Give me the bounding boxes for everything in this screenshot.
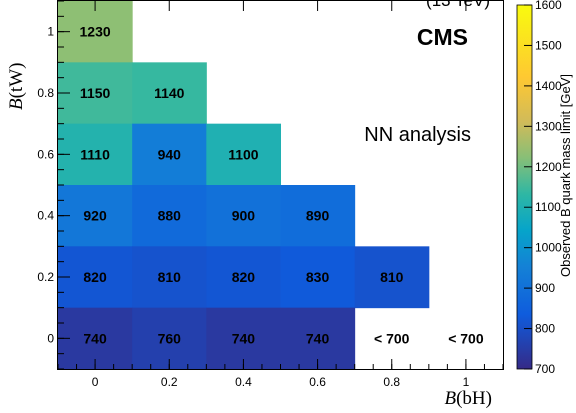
heatmap-cell	[132, 62, 207, 125]
cell-value-label: 890	[306, 208, 330, 224]
cell-value-label: 740	[232, 330, 256, 346]
x-tick-label: 0	[92, 375, 99, 389]
y-tick-label: 0.6	[37, 147, 54, 161]
colorbar-tick-label: 1600	[535, 0, 562, 12]
heatmap-cell	[58, 246, 133, 309]
colorbar-tick-label: 1100	[535, 200, 561, 214]
y-axis-title: B(tW)	[6, 63, 27, 110]
cell-value-label: 760	[158, 330, 182, 346]
heatmap-cell	[132, 246, 207, 309]
y-tick-label: 1	[47, 25, 54, 39]
cell-value-label: 810	[380, 269, 404, 285]
x-tick-label: 0.4	[235, 375, 252, 389]
y-tick-label: 0.8	[37, 86, 54, 100]
x-tick-label: 0.6	[309, 375, 326, 389]
cell-value-label: 940	[158, 146, 182, 162]
heatmap-cell	[132, 123, 207, 186]
colorbar-title: Observed B quark mass limit [GeV]	[558, 74, 573, 277]
colorbar-tick-label: 1300	[535, 119, 562, 133]
heatmap-cell	[206, 246, 281, 309]
analysis-label: NN analysis	[364, 124, 471, 146]
x-tick-label: 0.2	[161, 375, 178, 389]
cell-value-label: 1150	[80, 85, 111, 101]
y-tick-label: 0.2	[37, 270, 54, 284]
heatmap-cell	[354, 246, 430, 309]
heatmap-cell	[132, 185, 207, 247]
colorbar-tick-label: 1000	[535, 241, 562, 255]
colorbar-tick-label: 900	[535, 281, 555, 295]
cell-value-label: 1100	[228, 146, 259, 162]
cell-value-label: 820	[232, 269, 256, 285]
cell-value-label: 1230	[80, 24, 111, 40]
cell-value-label: < 700	[374, 330, 410, 346]
cell-value-label: 1140	[154, 85, 185, 101]
colorbar-tick-label: 700	[535, 362, 555, 376]
colorbar-tick-label: 1400	[535, 79, 562, 93]
y-tick-label: 0.4	[37, 209, 54, 223]
heatmap-cell	[206, 185, 281, 247]
cell-value-label: 810	[158, 269, 182, 285]
colorbar-tick-label: 800	[535, 322, 555, 336]
cms-label: CMS	[417, 24, 468, 50]
x-tick-label: 1	[463, 375, 470, 389]
cell-value-label: 740	[306, 330, 330, 346]
heatmap-cell	[206, 123, 281, 186]
heatmap-cell	[58, 123, 133, 186]
heatmap-cell	[58, 185, 133, 247]
heatmap-cell	[58, 62, 133, 125]
colorbar-ticks: 700 800 900 1000 1100 1200 1300 1400 1500 1600	[524, 0, 562, 376]
colorbar	[516, 4, 533, 370]
heatmap-cell	[280, 246, 356, 309]
colorbar-tick-label: 1200	[535, 160, 562, 174]
axis-ticks: 0 0.2 0.4 0.6 0.8 1 0 0.2 0.4 0.6 0.8 1	[37, 0, 504, 389]
cell-value-label: 820	[83, 269, 107, 285]
heatmap-cell	[280, 185, 356, 247]
plot-frame	[57, 0, 504, 370]
cell-value-label: 1110	[80, 146, 110, 162]
cell-value-label: < 700	[448, 330, 484, 346]
heatmap-cells: 1230 1150 1140 1110 940 1100 920 880 900 890 820 81…	[58, 1, 484, 370]
x-axis-title: B(bH)	[445, 388, 493, 409]
cell-value-label: 740	[83, 330, 107, 346]
cell-value-label: 830	[306, 269, 330, 285]
cell-value-label: 900	[232, 208, 256, 224]
header-fragment: (13 TeV)	[426, 0, 490, 10]
colorbar-tick-label: 1500	[535, 38, 562, 52]
x-tick-label: 0.8	[383, 375, 400, 389]
cell-value-label: 880	[158, 208, 182, 224]
cell-value-label: 920	[83, 208, 107, 224]
heatmap-cell	[58, 1, 133, 63]
y-tick-label: 0	[47, 331, 54, 345]
